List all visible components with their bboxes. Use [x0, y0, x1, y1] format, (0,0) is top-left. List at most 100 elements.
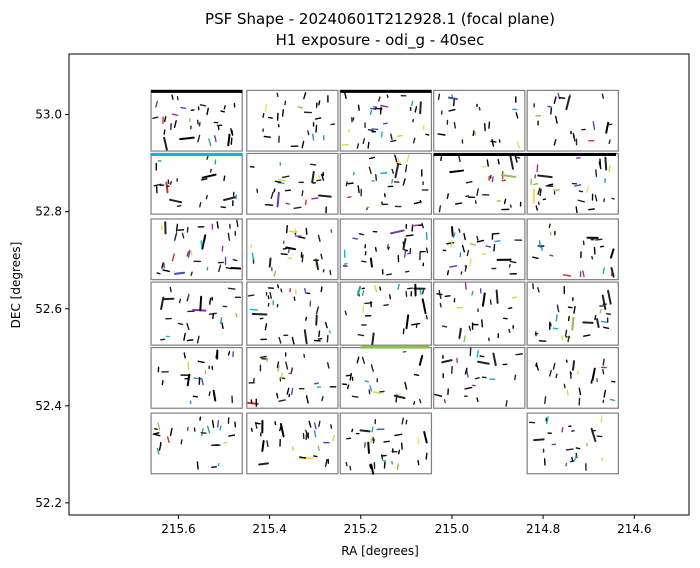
psf-whisker: [458, 155, 461, 163]
psf-whisker: [174, 232, 178, 241]
psf-whisker: [280, 253, 288, 256]
psf-whisker: [156, 272, 161, 275]
psf-whisker: [361, 290, 365, 297]
psf-whisker: [357, 104, 360, 111]
psf-whisker: [402, 178, 406, 186]
psf-whisker: [497, 159, 500, 165]
psf-whisker: [452, 232, 456, 238]
psf-whisker: [152, 116, 159, 119]
psf-whisker: [318, 100, 321, 106]
psf-whisker: [453, 122, 457, 129]
psf-whisker: [476, 397, 479, 403]
psf-whisker: [595, 238, 603, 241]
psf-whisker: [169, 180, 172, 185]
psf-whisker: [607, 289, 612, 305]
psf-whisker: [178, 298, 182, 304]
psf-whisker: [161, 380, 164, 386]
psf-whisker: [454, 202, 463, 205]
psf-whisker: [155, 100, 159, 108]
psf-whisker: [216, 221, 219, 229]
psf-whisker: [227, 232, 231, 241]
psf-whisker: [199, 201, 202, 208]
psf-whisker: [301, 190, 304, 197]
psf-whisker: [446, 241, 455, 245]
psf-whisker: [446, 193, 449, 200]
psf-whisker: [291, 387, 294, 396]
psf-whisker: [465, 181, 473, 184]
psf-whisker: [561, 427, 564, 433]
psf-whisker: [594, 314, 597, 321]
x-axis-label: RA [degrees]: [341, 544, 419, 558]
psf-whisker: [553, 96, 557, 105]
psf-whisker: [199, 104, 207, 107]
psf-whisker: [380, 104, 389, 108]
psf-whisker: [413, 373, 420, 376]
psf-whisker: [578, 190, 584, 193]
psf-whisker: [320, 253, 323, 260]
psf-whisker: [313, 422, 317, 430]
psf-whisker: [406, 154, 410, 163]
psf-whisker: [163, 129, 166, 135]
psf-whisker: [452, 98, 456, 107]
psf-whisker: [369, 109, 373, 115]
title-line-1: PSF Shape - 20240601T212928.1 (focal pla…: [205, 10, 555, 28]
psf-whisker: [304, 199, 307, 206]
psf-whisker: [458, 228, 461, 233]
psf-whisker: [314, 117, 322, 120]
psf-whisker: [472, 130, 475, 137]
psf-whisker: [466, 249, 470, 257]
psf-whisker: [494, 240, 501, 243]
psf-whisker: [450, 240, 453, 248]
y-tick-label: 52.8: [35, 205, 62, 219]
psf-whisker: [590, 427, 597, 443]
y-axis-label: DEC [degrees]: [9, 242, 23, 329]
psf-whisker: [169, 286, 172, 293]
psf-whisker: [374, 107, 383, 110]
psf-whisker: [571, 456, 574, 462]
psf-whisker: [389, 229, 405, 235]
psf-whisker: [413, 201, 422, 205]
psf-whisker: [585, 442, 588, 447]
psf-whisker: [277, 182, 285, 185]
psf-whisker: [359, 429, 371, 433]
psf-whisker: [393, 394, 406, 399]
psf-whisker: [600, 320, 608, 323]
psf-whisker: [481, 319, 484, 328]
psf-whisker: [603, 326, 610, 330]
psf-whisker: [176, 204, 182, 207]
psf-whisker: [397, 283, 400, 290]
psf-whisker: [281, 109, 285, 117]
psf-whisker: [373, 284, 378, 293]
psf-whisker: [375, 174, 378, 181]
psf-whisker: [179, 136, 195, 141]
psf-whisker: [361, 356, 366, 364]
psf-whisker: [609, 248, 615, 259]
psf-whisker: [307, 130, 310, 136]
ota-box: [339, 218, 433, 281]
psf-whisker: [362, 138, 366, 145]
psf-whisker: [569, 372, 573, 377]
psf-whisker: [573, 305, 576, 314]
psf-whisker: [515, 112, 519, 119]
psf-whisker: [227, 133, 231, 147]
x-axis: 215.6 215.4 215.2 215.0 214.8 214.6: [161, 515, 651, 536]
psf-whisker: [164, 116, 167, 123]
psf-whisker: [561, 335, 564, 341]
psf-whisker: [367, 128, 375, 132]
psf-whisker: [567, 306, 573, 309]
psf-whisker: [503, 198, 507, 205]
psf-whisker: [198, 121, 201, 127]
ota-box: [246, 412, 339, 475]
psf-whisker: [394, 433, 403, 437]
psf-whisker: [291, 446, 295, 451]
psf-whisker: [508, 263, 511, 268]
psf-whisker: [314, 262, 317, 267]
psf-whisker: [537, 287, 540, 293]
psf-whisker: [280, 372, 284, 380]
psf-whisker: [372, 438, 375, 444]
psf-whisker: [491, 232, 500, 235]
psf-whisker: [425, 315, 428, 320]
psf-whisker: [563, 383, 566, 389]
psf-whisker: [217, 419, 220, 428]
psf-whisker: [173, 271, 186, 275]
